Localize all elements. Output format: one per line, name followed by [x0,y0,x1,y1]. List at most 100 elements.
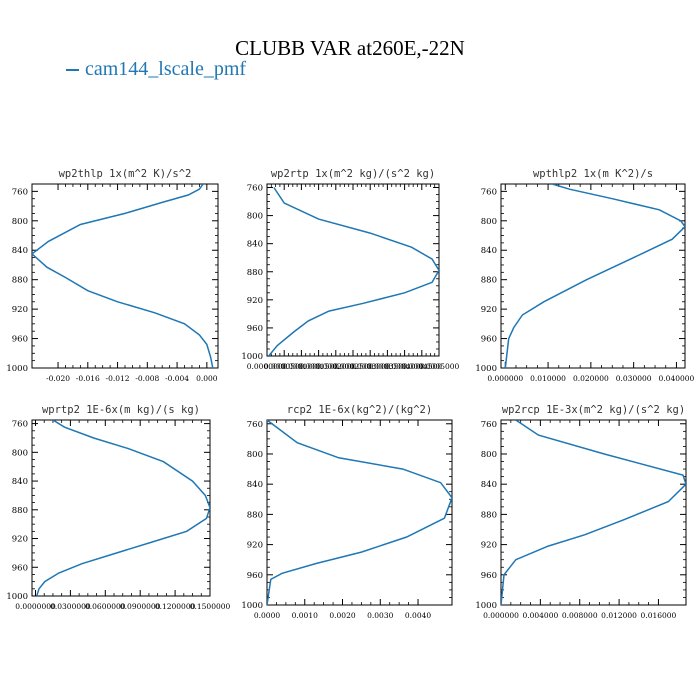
x-tick-label: 0.0040 [405,611,431,620]
y-tick-label: 840 [481,480,497,490]
subplot-title-1: wp2thlp 1x(m^2 K)/s^2 [59,168,192,180]
y-tick-label: 920 [12,305,28,315]
y-tick-label: 960 [12,563,28,573]
plot-frame-6 [500,419,687,606]
y-tick-label: 880 [12,276,28,286]
x-tick-label: 0.030000 [616,374,652,383]
y-tick-label: 1000 [6,364,28,374]
plot-frame-1 [31,183,219,369]
subplot-title-2: wp2rtp 1x(m^2 kg)/(s^2 kg) [271,168,435,180]
x-tick-label: -0.020 [46,374,70,383]
x-tick-label: 0.008000 [562,611,598,620]
y-tick-label: 840 [481,246,497,256]
x-tick-label: 0.0005000 [419,362,460,371]
x-tick-label: -0.008 [135,374,159,383]
x-tick-label: 0.0000000 [15,602,56,611]
x-tick-label: 0.0001000 [281,362,322,371]
series-line-5 [267,420,452,605]
y-tick-label: 840 [12,477,28,487]
y-tick-label: 840 [247,240,263,250]
x-tick-label: 0.0004500 [402,362,443,371]
x-tick-label: 0.0020 [329,611,355,620]
y-tick-label: 760 [12,187,28,197]
series-line-2 [268,187,439,356]
legend: cam144_lscale_pmf [66,58,246,81]
x-tick-label: 0.0900000 [120,602,161,611]
y-tick-label: 880 [12,506,28,516]
y-tick-label: 840 [12,246,28,256]
y-tick-label: 960 [247,571,263,581]
x-tick-label: 0.0004000 [384,362,425,371]
x-tick-label: 0.000 [196,374,218,383]
x-tick-label: 0.0000000 [247,362,288,371]
series-line-3 [504,184,685,368]
y-tick-label: 760 [247,420,263,430]
x-tick-label: 0.000000 [483,611,519,620]
x-tick-label: 0.020000 [573,374,609,383]
x-tick-label: 0.0010 [292,611,318,620]
y-tick-label: 920 [247,541,263,551]
legend-label: cam144_lscale_pmf [85,58,247,80]
x-tick-label: 0.0600000 [85,602,126,611]
y-tick-label: 760 [247,184,263,194]
x-tick-label: 0.0003500 [367,362,408,371]
y-tick-label: 920 [481,305,497,315]
plot-frame-5 [266,419,453,606]
series-line-1 [32,184,214,368]
series-line-6 [501,420,686,605]
y-tick-label: 800 [481,217,497,227]
y-tick-label: 1000 [241,601,263,611]
x-tick-label: 0.0030 [367,611,393,620]
x-tick-label: 0.010000 [530,374,566,383]
y-tick-label: 760 [12,420,28,430]
plot-frame-3 [500,183,686,369]
x-tick-label: 0.0000500 [264,362,305,371]
x-tick-label: 0.016000 [641,611,677,620]
x-tick-label: 0.0002500 [333,362,374,371]
y-tick-label: 1000 [241,352,263,362]
y-tick-label: 760 [481,187,497,197]
y-tick-label: 800 [481,450,497,460]
subplot-title-3: wpthlp2 1x(m K^2)/s [533,168,653,180]
x-tick-label: 0.0001500 [298,362,339,371]
x-tick-label: 0.040000 [659,374,695,383]
y-tick-label: 880 [481,510,497,520]
y-tick-label: 1000 [475,601,497,611]
x-tick-label: 0.0000 [254,611,280,620]
y-tick-label: 800 [247,212,263,222]
y-tick-label: 800 [12,217,28,227]
x-tick-label: -0.016 [76,374,100,383]
figure-title: CLUBB VAR at260E,-22N [235,36,465,60]
y-tick-label: 960 [12,335,28,345]
y-tick-label: 1000 [6,592,28,602]
x-tick-label: -0.012 [106,374,130,383]
x-tick-label: 0.0002000 [316,362,357,371]
subplot-title-4: wprtp2 1E-6x(m kg)/(s kg) [42,404,200,416]
plot-frame-2 [266,183,440,357]
y-tick-label: 880 [481,276,497,286]
x-tick-label: 0.012000 [601,611,637,620]
subplot-title-6: wp2rcp 1E-3x(m^2 kg)/(s^2 kg) [502,404,685,416]
x-tick-label: 0.004000 [522,611,558,620]
y-tick-label: 960 [247,324,263,334]
y-tick-label: 920 [481,541,497,551]
y-tick-label: 920 [247,296,263,306]
x-tick-label: 0.000000 [487,374,523,383]
y-tick-label: 840 [247,480,263,490]
x-tick-label: 0.1500000 [190,602,231,611]
y-tick-label: 800 [247,450,263,460]
series-line-4 [35,420,210,596]
subplot-title-5: rcp2 1E-6x(kg^2)/(kg^2) [287,404,432,416]
y-tick-label: 920 [12,535,28,545]
y-tick-label: 760 [481,420,497,430]
y-tick-label: 1000 [475,364,497,374]
y-tick-label: 960 [481,571,497,581]
y-tick-label: 800 [12,448,28,458]
x-tick-label: -0.004 [165,374,189,383]
x-tick-label: 0.1200000 [155,602,196,611]
y-tick-label: 880 [247,510,263,520]
legend-swatch [66,68,79,71]
y-tick-label: 960 [481,335,497,345]
x-tick-label: 0.0300000 [50,602,91,611]
